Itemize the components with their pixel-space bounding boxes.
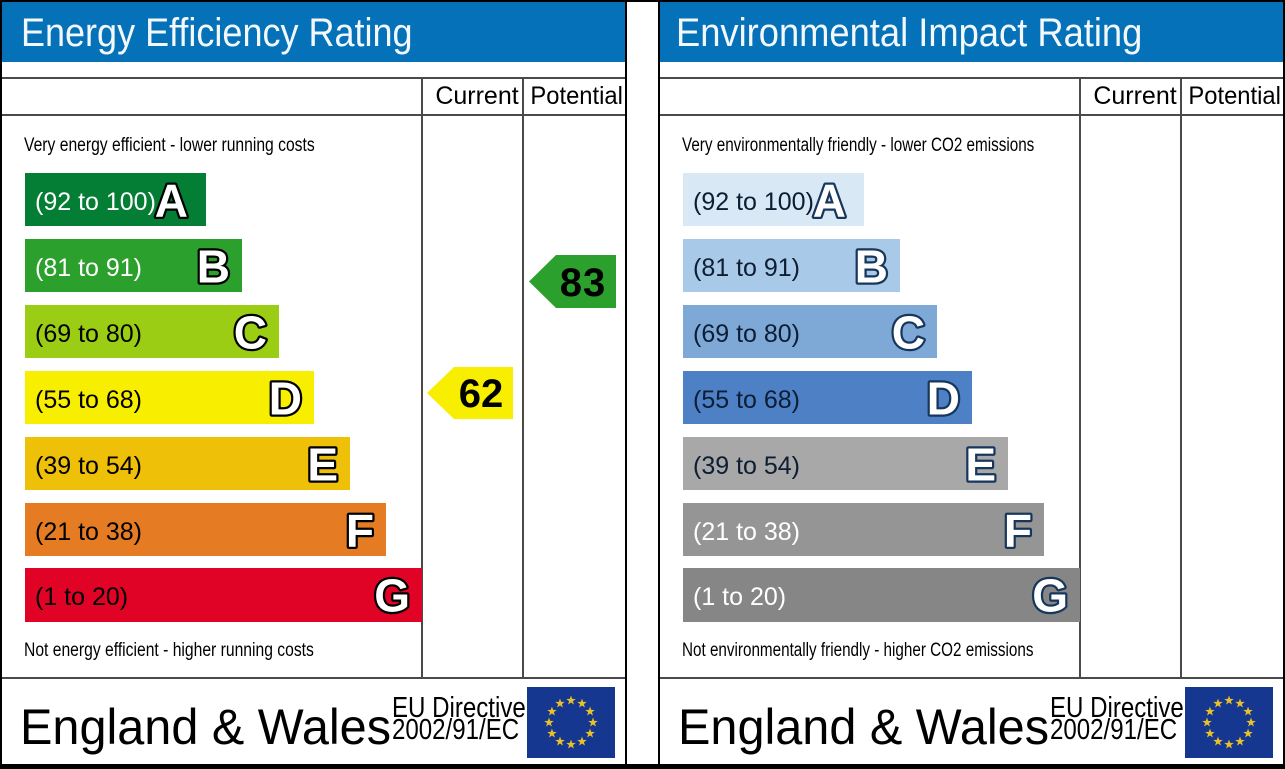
svg-text:E: E: [307, 438, 338, 490]
svg-text:E: E: [965, 438, 996, 490]
svg-text:B: B: [854, 240, 887, 292]
svg-text:C: C: [891, 306, 924, 358]
svg-text:G: G: [375, 570, 411, 622]
svg-text:A: A: [812, 175, 845, 227]
svg-text:D: D: [269, 372, 302, 424]
svg-text:D: D: [927, 372, 960, 424]
svg-text:G: G: [1033, 570, 1069, 622]
svg-text:F: F: [346, 504, 374, 556]
svg-text:C: C: [233, 306, 266, 358]
svg-text:B: B: [196, 240, 229, 292]
svg-text:F: F: [1004, 504, 1032, 556]
svg-text:62: 62: [459, 372, 504, 416]
svg-text:83: 83: [559, 261, 606, 305]
svg-text:A: A: [154, 175, 187, 227]
